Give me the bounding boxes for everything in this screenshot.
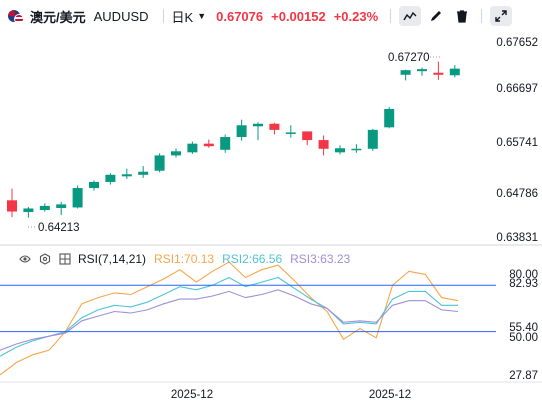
divider [481,9,483,23]
rsi-axis-label: 82.93 [509,278,538,290]
rsi-series [0,261,459,376]
delete-button[interactable] [451,6,473,26]
candle-body[interactable] [269,123,280,130]
candle-body[interactable] [105,174,116,182]
rsi-title: RSI(7,14,21) [78,252,147,266]
rsi-legend: RSI(7,14,21) RSI1:70.13 RSI2:66.56 RSI3:… [18,251,350,267]
candle-body[interactable] [400,70,411,75]
candle-body[interactable] [203,143,214,147]
fullscreen-button[interactable] [490,6,513,26]
trash-icon [457,10,468,23]
candle-body[interactable] [187,143,198,153]
price-axis-label: 0.65741 [496,137,538,149]
candle-body[interactable] [367,129,378,149]
rsi-line-rsi2 [0,276,458,357]
time-axis-label: 2025-12 [171,389,213,401]
rsi-axis-label: 55.40 [509,322,538,334]
grid-icon[interactable] [58,252,72,266]
candle-body[interactable] [449,68,460,76]
rsi2-value: RSI2:66.56 [222,252,283,266]
candle-body[interactable] [56,204,67,208]
symbol-header: 澳元/美元 AUDUSD 日K ▼ 0.67076 +0.00152 +0.23… [0,0,542,32]
divider [162,9,164,23]
candle-body[interactable] [121,174,132,177]
currency-flag-icon [8,8,24,24]
candle-body[interactable] [236,125,247,138]
candle-body[interactable] [335,148,345,153]
rsi-axis-label: 50.00 [509,332,538,344]
draw-button[interactable] [425,6,447,26]
pencil-icon [431,11,442,21]
candle-body[interactable] [89,181,99,189]
candle-body[interactable] [154,155,165,171]
price-axis-label: 0.67652 [496,37,538,49]
price-axis-label: 0.64786 [496,188,538,200]
pair-name[interactable]: 澳元/美元 [30,9,86,25]
last-price: 0.67076 [216,8,264,24]
rsi-line-rsi3 [0,289,459,351]
candle-body[interactable] [384,108,395,128]
time-axis-label: 2025-12 [369,389,411,401]
chart-line-icon [403,11,417,21]
rsi-level-lines [0,284,496,333]
candle-body[interactable] [39,205,50,211]
low-annotation: 0.64213 [38,222,80,234]
indicator-button[interactable] [399,6,422,26]
candle-body[interactable] [7,200,17,212]
candle-body[interactable] [433,72,444,75]
candle-body[interactable] [302,131,313,141]
rsi1-value: RSI1:70.13 [154,252,215,266]
expand-icon [495,10,507,22]
chevron-down-icon[interactable]: ▼ [197,11,207,21]
candle-body[interactable] [285,132,296,134]
rsi-axis-label: 80.00 [509,269,538,281]
price-change-pct: +0.23% [333,8,379,24]
rsi3-value: RSI3:63.23 [290,252,351,266]
settings-icon[interactable] [38,252,52,266]
candle-body[interactable] [253,123,263,127]
candle-body[interactable] [72,188,83,208]
eye-icon[interactable] [18,252,32,266]
candle-body[interactable] [23,208,34,213]
timeframe-select[interactable]: 日K [171,9,194,25]
price-axis-label: 0.63831 [496,232,538,244]
divider [390,9,392,23]
high-annotation: 0.67270 [388,52,430,64]
price-axis-label: 0.66697 [496,83,538,95]
rsi-line-rsi1 [0,261,459,376]
price-change: +0.00152 [271,8,326,24]
candle-body[interactable] [220,137,231,150]
candle-body[interactable] [318,140,329,149]
candle-body[interactable] [351,148,362,151]
candle-body[interactable] [138,171,149,175]
candle-series [7,61,460,218]
rsi-axis-label: 27.87 [509,370,538,382]
candle-body[interactable] [171,151,181,156]
pair-code: AUDUSD [93,8,149,24]
candle-body[interactable] [417,69,427,72]
